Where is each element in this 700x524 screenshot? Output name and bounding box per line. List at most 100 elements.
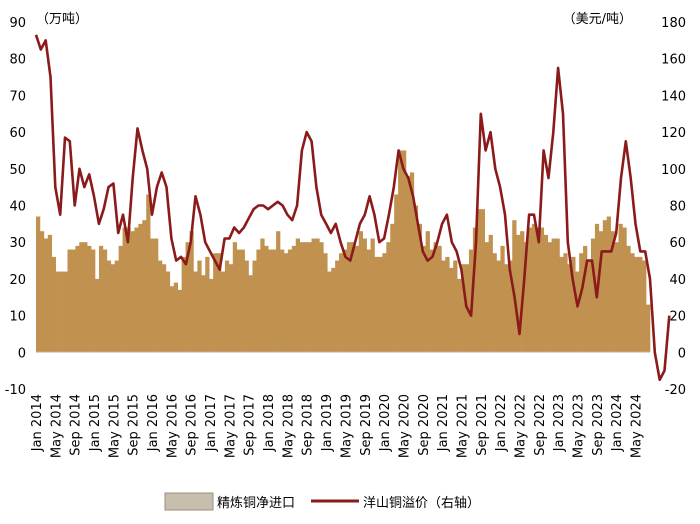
legend-line-label: 洋山铜溢价（右轴） bbox=[363, 496, 480, 511]
left-axis-unit-label: （万吨） bbox=[36, 12, 88, 27]
premium-line bbox=[34, 34, 671, 382]
left-tick-label: 90 bbox=[9, 16, 26, 31]
bar bbox=[402, 150, 407, 353]
bar bbox=[484, 242, 489, 353]
bar bbox=[555, 238, 560, 353]
x-tick-label: Jan 2014 bbox=[30, 394, 45, 452]
left-tick-label: 60 bbox=[9, 126, 26, 141]
x-tick-label: May 2016 bbox=[165, 394, 180, 458]
bar bbox=[634, 256, 639, 353]
bar bbox=[327, 271, 332, 353]
line-series bbox=[34, 34, 671, 382]
right-axis-unit-label: （美元/吨） bbox=[563, 12, 632, 27]
x-tick-label: Sep 2015 bbox=[127, 394, 142, 456]
bar bbox=[480, 209, 485, 353]
bar bbox=[339, 253, 344, 353]
bar bbox=[169, 286, 175, 353]
left-tick-label: 40 bbox=[9, 200, 26, 215]
right-tick-label: 80 bbox=[669, 200, 686, 215]
bar bbox=[36, 216, 41, 353]
x-tick-label: May 2019 bbox=[339, 394, 354, 458]
bar bbox=[449, 267, 454, 353]
bar bbox=[205, 256, 210, 353]
bar bbox=[343, 249, 348, 353]
x-tick-label: Jan 2019 bbox=[320, 394, 335, 452]
bar bbox=[264, 245, 269, 353]
bar bbox=[295, 238, 301, 353]
bar bbox=[374, 256, 379, 353]
bar bbox=[299, 242, 304, 353]
bar bbox=[303, 242, 308, 353]
x-tick-label: Jan 2016 bbox=[146, 394, 161, 452]
bar bbox=[425, 231, 430, 353]
bar bbox=[508, 260, 513, 353]
x-tick-label: Sep 2019 bbox=[359, 394, 374, 456]
bar bbox=[346, 242, 352, 353]
x-tick-label: Jan 2021 bbox=[436, 394, 451, 452]
bar bbox=[118, 245, 123, 353]
bar bbox=[504, 264, 509, 353]
bar bbox=[543, 234, 548, 353]
bar bbox=[228, 264, 234, 353]
bar bbox=[224, 260, 230, 353]
bar bbox=[63, 271, 68, 353]
right-axis-ticks: -20 0 20 40 60 80 100 120 140 160 180 bbox=[661, 16, 686, 398]
bar bbox=[563, 253, 568, 353]
bar bbox=[394, 194, 399, 353]
bar bbox=[618, 223, 623, 353]
right-tick-label: 40 bbox=[669, 273, 686, 288]
bar bbox=[405, 176, 411, 353]
x-tick-label: Jan 2022 bbox=[494, 394, 509, 452]
bar bbox=[437, 245, 442, 353]
x-tick-label: May 2017 bbox=[223, 394, 238, 458]
bar bbox=[244, 260, 249, 353]
bar bbox=[453, 260, 458, 353]
bar-series bbox=[36, 150, 651, 353]
bar bbox=[185, 242, 190, 353]
bar bbox=[472, 227, 478, 353]
bar bbox=[382, 253, 387, 353]
x-tick-label: Sep 2021 bbox=[475, 394, 490, 456]
bar bbox=[287, 249, 293, 353]
bar bbox=[283, 253, 289, 353]
bar bbox=[146, 194, 151, 353]
bar bbox=[500, 245, 505, 353]
x-tick-label: May 2015 bbox=[107, 394, 122, 458]
right-tick-label: 60 bbox=[669, 236, 686, 251]
x-tick-label: May 2023 bbox=[571, 394, 586, 458]
right-tick-label: -20 bbox=[665, 383, 686, 398]
bar bbox=[362, 238, 367, 353]
bar bbox=[386, 242, 391, 353]
bar bbox=[441, 260, 446, 353]
x-tick-label: Sep 2016 bbox=[185, 394, 200, 456]
left-tick-label: -10 bbox=[5, 383, 26, 398]
bar bbox=[307, 242, 312, 353]
bar bbox=[417, 223, 423, 353]
bar bbox=[79, 242, 84, 353]
bar bbox=[268, 249, 273, 353]
bar bbox=[535, 227, 541, 353]
bar bbox=[201, 275, 206, 353]
bar bbox=[106, 260, 112, 353]
bar bbox=[248, 275, 253, 353]
bar bbox=[102, 249, 108, 353]
bar bbox=[158, 260, 163, 353]
bar bbox=[614, 242, 619, 353]
bar bbox=[126, 227, 131, 353]
left-tick-label: 20 bbox=[9, 273, 26, 288]
bar bbox=[559, 256, 564, 353]
bar bbox=[567, 264, 572, 353]
x-tick-label: Sep 2020 bbox=[417, 394, 432, 456]
bar bbox=[75, 245, 80, 353]
bar bbox=[138, 223, 143, 353]
bar bbox=[114, 260, 119, 353]
bar bbox=[173, 282, 178, 353]
x-tick-label: May 2022 bbox=[513, 394, 528, 458]
bar bbox=[575, 271, 580, 353]
x-tick-label: May 2018 bbox=[281, 394, 296, 458]
bar bbox=[524, 242, 529, 353]
bar bbox=[354, 245, 360, 353]
bar bbox=[433, 242, 438, 353]
bar bbox=[390, 223, 395, 353]
